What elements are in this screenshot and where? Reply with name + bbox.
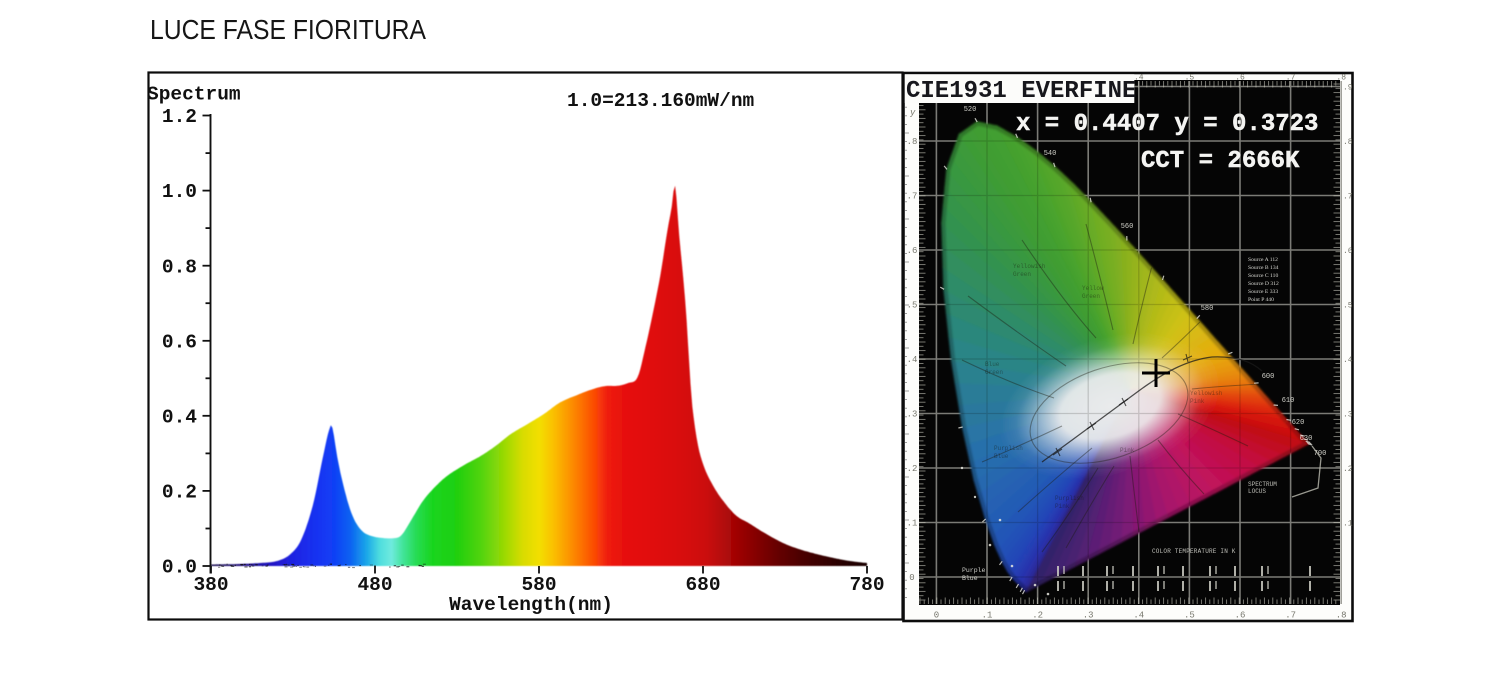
- svg-text:.2: .2: [907, 464, 918, 474]
- svg-text:630: 630: [1300, 435, 1313, 443]
- svg-text:Green: Green: [1082, 293, 1100, 300]
- svg-text:.8: .8: [1343, 138, 1353, 147]
- svg-text:.1: .1: [1343, 520, 1353, 529]
- svg-text:.7: .7: [1285, 611, 1296, 621]
- svg-text:580: 580: [1201, 305, 1214, 313]
- svg-text:0: 0: [934, 611, 939, 621]
- svg-text:.7: .7: [1343, 193, 1353, 202]
- svg-text:y: y: [909, 108, 916, 118]
- svg-text:CIE1931 EVERFINE: CIE1931 EVERFINE: [906, 78, 1136, 105]
- svg-text:.3: .3: [907, 410, 918, 420]
- svg-text:Purplish: Purplish: [1055, 495, 1084, 502]
- svg-text:Source A 112: Source A 112: [1248, 257, 1278, 263]
- svg-text:.3: .3: [1083, 611, 1094, 621]
- svg-text:.4: .4: [1133, 611, 1144, 621]
- svg-text:.6: .6: [907, 246, 918, 256]
- svg-text:.2: .2: [1032, 611, 1043, 621]
- svg-text:480: 480: [357, 574, 392, 596]
- svg-text:Pink: Pink: [1120, 447, 1135, 454]
- svg-text:.8: .8: [907, 137, 918, 147]
- svg-text:.4: .4: [1343, 356, 1353, 365]
- svg-text:.5: .5: [1343, 302, 1353, 311]
- svg-text:1.2: 1.2: [162, 106, 197, 128]
- svg-text:.5: .5: [907, 301, 918, 311]
- svg-text:520: 520: [964, 106, 977, 114]
- svg-text:0.6: 0.6: [162, 331, 197, 353]
- svg-text:Yellowish: Yellowish: [1190, 390, 1223, 397]
- svg-text:700: 700: [1314, 450, 1327, 458]
- svg-text:LOCUS: LOCUS: [1248, 488, 1266, 495]
- svg-text:.6: .6: [1235, 74, 1245, 83]
- svg-text:Blue: Blue: [985, 361, 1000, 368]
- svg-text:Source B 134: Source B 134: [1248, 265, 1279, 271]
- svg-text:.1: .1: [907, 519, 918, 529]
- svg-text:Blue: Blue: [962, 575, 978, 582]
- svg-text:Pink: Pink: [1190, 398, 1205, 405]
- svg-text:680: 680: [685, 574, 720, 596]
- svg-text:Green: Green: [1013, 271, 1031, 278]
- svg-text:Source D 312: Source D 312: [1248, 281, 1279, 287]
- svg-text:.5: .5: [1185, 74, 1195, 83]
- svg-text:Point P 440: Point P 440: [1248, 297, 1274, 303]
- svg-text:LUCE FASE FIORITURA: LUCE FASE FIORITURA: [150, 14, 427, 45]
- svg-text:.9: .9: [1343, 84, 1353, 93]
- svg-text:Yellow: Yellow: [1082, 285, 1104, 292]
- svg-text:380: 380: [193, 574, 228, 596]
- svg-text:.8: .8: [1336, 74, 1346, 83]
- svg-text:0.8: 0.8: [162, 256, 197, 278]
- svg-text:x = 0.4407 y = 0.3723: x = 0.4407 y = 0.3723: [1016, 111, 1318, 138]
- svg-text:Pink: Pink: [1055, 503, 1070, 510]
- svg-text:.2: .2: [1343, 465, 1353, 474]
- svg-text:1.0: 1.0: [162, 181, 197, 203]
- svg-text:SPECTRUM: SPECTRUM: [1248, 481, 1277, 488]
- svg-text:620: 620: [1292, 419, 1305, 427]
- svg-text:Wavelength(nm): Wavelength(nm): [449, 594, 613, 616]
- svg-text:580: 580: [521, 574, 556, 596]
- svg-text:.8: .8: [1336, 611, 1347, 621]
- svg-text:Source E 333: Source E 333: [1248, 289, 1278, 295]
- svg-text:.1: .1: [982, 611, 993, 621]
- svg-text:600: 600: [1262, 373, 1275, 381]
- svg-text:.4: .4: [907, 355, 918, 365]
- svg-text:.4: .4: [1134, 74, 1144, 83]
- svg-text:0.4: 0.4: [162, 406, 197, 428]
- svg-text:.7: .7: [907, 192, 918, 202]
- svg-text:1.0=213.160mW/nm: 1.0=213.160mW/nm: [567, 90, 754, 112]
- svg-text:Purplish: Purplish: [994, 445, 1023, 452]
- svg-text:0: 0: [909, 573, 914, 583]
- svg-text:.7: .7: [1286, 74, 1296, 83]
- svg-text:Spectrum: Spectrum: [147, 84, 241, 106]
- svg-text:0.2: 0.2: [162, 482, 197, 504]
- svg-text:Purple: Purple: [962, 567, 986, 574]
- svg-text:COLOR TEMPERATURE IN K: COLOR TEMPERATURE IN K: [1152, 548, 1236, 555]
- svg-text:Green: Green: [985, 369, 1003, 376]
- svg-text:.5: .5: [1184, 611, 1195, 621]
- svg-text:.6: .6: [1343, 247, 1353, 256]
- svg-text:Source C 110: Source C 110: [1248, 273, 1278, 279]
- svg-text:780: 780: [849, 574, 884, 596]
- svg-text:.6: .6: [1235, 611, 1246, 621]
- svg-text:CCT = 2666K: CCT = 2666K: [1141, 148, 1300, 175]
- svg-text:540: 540: [1044, 150, 1057, 158]
- svg-text:0.0: 0.0: [162, 557, 197, 579]
- svg-text:Blue: Blue: [994, 453, 1009, 460]
- svg-text:Yellowish: Yellowish: [1013, 263, 1046, 270]
- svg-text:560: 560: [1121, 223, 1134, 231]
- svg-text:610: 610: [1282, 397, 1295, 405]
- svg-text:.3: .3: [1343, 411, 1353, 420]
